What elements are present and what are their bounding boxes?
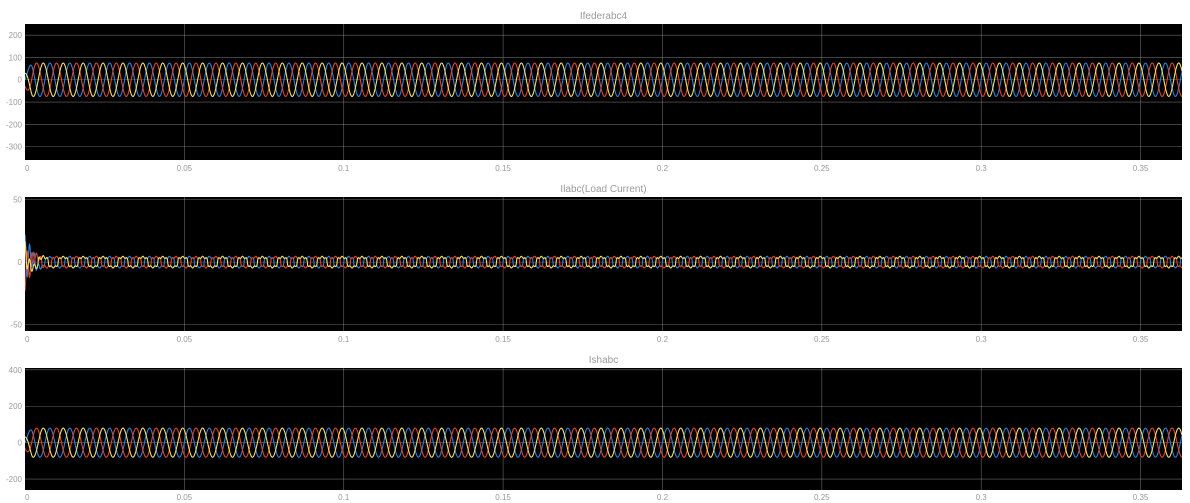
x-tick-label: 0 — [25, 335, 30, 344]
y-tick-label: 50 — [13, 196, 22, 205]
x-tick-label: 0.15 — [495, 493, 511, 502]
y-tick-label: 200 — [9, 402, 23, 411]
y-tick-label: -200 — [6, 120, 23, 129]
plot-title: Ishabc — [589, 355, 618, 366]
plot-title: Ilabc(Load Current) — [560, 184, 646, 195]
x-tick-label: 0.05 — [177, 164, 193, 173]
series-trace-1 — [25, 427, 1182, 458]
series-trace-1 — [25, 62, 1182, 98]
x-tick-label: 0.2 — [657, 164, 669, 173]
plot-title: Ifederabc4 — [580, 11, 628, 22]
plot-panel-1: Ifederabc4 0 0.05 0.1 0.15 0.2 0.25 0.3 0.35 -300… — [6, 11, 1182, 173]
axes-background — [25, 197, 1182, 331]
x-tick-label: 0 — [25, 164, 30, 173]
y-tick-label: -50 — [10, 321, 22, 330]
x-tick-label: 0.15 — [495, 164, 511, 173]
x-tick-label: 0.1 — [338, 164, 350, 173]
x-tick-label: 0.05 — [177, 493, 193, 502]
axes-background — [25, 24, 1182, 160]
y-tick-label: -300 — [6, 143, 23, 152]
x-tick-label: 0.3 — [976, 493, 988, 502]
plot-panels: Ifederabc4 0 0.05 0.1 0.15 0.2 0.25 0.3 0.35 -300… — [6, 11, 1182, 502]
x-tick-label: 0.25 — [814, 493, 830, 502]
y-tick-label: 200 — [9, 31, 23, 40]
x-tick-label: 0.1 — [338, 335, 350, 344]
traces — [25, 427, 1182, 458]
y-tick-label: 100 — [9, 53, 23, 62]
y-tick-label: 0 — [18, 439, 23, 448]
series-trace-2 — [25, 427, 1182, 458]
x-tick-label: 0.25 — [814, 335, 830, 344]
x-tick-label: 0 — [25, 493, 30, 502]
x-tick-label: 0.3 — [976, 164, 988, 173]
y-tick-label: 0 — [18, 76, 23, 85]
x-tick-label: 0.2 — [657, 335, 669, 344]
x-tick-label: 0.3 — [976, 335, 988, 344]
x-tick-label: 0.2 — [657, 493, 669, 502]
x-tick-label: 0.15 — [495, 335, 511, 344]
y-tick-label: -200 — [6, 475, 23, 484]
series-trace-3 — [25, 241, 1182, 272]
series-trace-2 — [25, 62, 1182, 98]
x-tick-label: 0.35 — [1133, 335, 1149, 344]
x-tick-label: 0.05 — [177, 335, 193, 344]
series-trace-3 — [25, 62, 1182, 98]
plot-panel-2: Ilabc(Load Current) 0 0.05 0.1 0.15 0.2 0.25 0.… — [10, 184, 1182, 344]
x-tick-label: 0.35 — [1133, 164, 1149, 173]
axes-background — [25, 368, 1182, 490]
x-tick-label: 0.25 — [814, 164, 830, 173]
x-tick-label: 0.1 — [338, 493, 350, 502]
y-tick-label: -100 — [6, 98, 23, 107]
y-tick-label: 0 — [18, 258, 23, 267]
traces — [25, 62, 1182, 98]
y-tick-label: 400 — [9, 366, 23, 375]
x-tick-label: 0.35 — [1133, 493, 1149, 502]
traces — [25, 234, 1182, 291]
series-trace-3 — [25, 427, 1182, 458]
